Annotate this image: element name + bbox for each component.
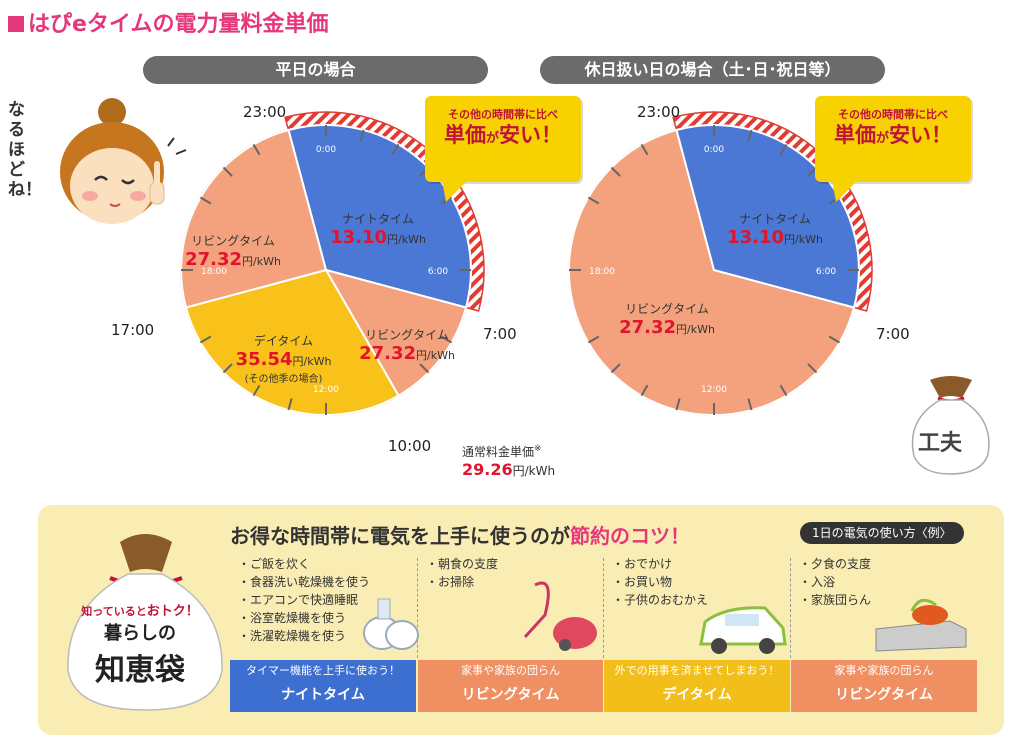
chie-bag-icon (67, 534, 223, 711)
column-divider (603, 558, 604, 658)
weekday-living2-slice (323, 268, 468, 397)
svg-text:18:00: 18:00 (201, 267, 227, 277)
svg-text:12:00: 12:00 (701, 385, 727, 395)
svg-text:6:00: 6:00 (816, 267, 836, 277)
weekday-hour-23: 23:00 (243, 103, 287, 121)
tips-column-night: ・ご飯を炊く ・食器洗い乾燥機を使う ・エアコンで快適睡眠 ・浴室乾燥機を使う … (238, 557, 371, 643)
girl-illustration (60, 98, 187, 224)
holiday-night-label: ナイトタイム 13.10円/kWh (727, 212, 823, 248)
kufuu-bag-icon (911, 376, 990, 475)
band-night: タイマー機能を上手に使おう！ ナイトタイム (230, 660, 416, 712)
tips-headline: お得な時間帯に電気を上手に使うのが節約のコツ！ (230, 524, 690, 548)
dishes-icon (363, 598, 419, 650)
tips-column-day: ・おでかけ ・お買い物 ・子供のおむかえ (612, 557, 709, 607)
svg-text:6:00: 6:00 (428, 267, 448, 277)
holiday-bubble: その他の時間帯に比べ 単価が安い！ (815, 96, 971, 182)
weekday-hour-7: 7:00 (483, 325, 517, 343)
holiday-hour-23: 23:00 (637, 103, 681, 121)
weekday-living2-label: リビングタイム 27.32円/kWh (359, 328, 455, 364)
svg-text:0:00: 0:00 (704, 145, 724, 155)
girl-speech: なるほどね！ (8, 100, 42, 200)
weekday-bubble-tail (442, 180, 468, 202)
band-living-pm: 家事や家族の団らん リビングタイム (791, 660, 977, 712)
page-title: はぴeタイムの電力量料金単価 (8, 6, 328, 38)
holiday-label: 休日扱い日の場合（土･日･祝日等） (540, 56, 885, 84)
weekday-day-slice (184, 268, 400, 416)
holiday-hour-7: 7:00 (876, 325, 910, 343)
weekday-bubble: その他の時間帯に比べ 単価が安い！ (425, 96, 581, 182)
band-living-am: 家事や家族の団らん リビングタイム (418, 660, 603, 712)
holiday-bubble-tail (832, 180, 858, 202)
title-square-icon (8, 16, 24, 32)
normal-rate: 通常料金単価※ 29.26円/kWh (462, 444, 556, 479)
holiday-ticks (569, 125, 859, 415)
weekday-ticks (181, 125, 471, 415)
kufuu-text: 工夫 (918, 431, 963, 456)
weekday-day-label: デイタイム 35.54円/kWh (その他季の場合) (235, 334, 332, 385)
bag-label: 知っているとおトク！ 暮らしの 知恵袋 (81, 604, 199, 688)
holiday-living-label: リビングタイム 27.32円/kWh (619, 302, 715, 338)
svg-text:18:00: 18:00 (589, 267, 615, 277)
column-divider (417, 558, 418, 658)
svg-text:12:00: 12:00 (313, 385, 339, 395)
weekday-living1-label: リビングタイム 27.32円/kWh (185, 234, 281, 270)
svg-text:0:00: 0:00 (316, 145, 336, 155)
weekday-hour-10: 10:00 (388, 437, 432, 455)
band-day: 外での用事を済ませてしまおう！ デイタイム (604, 660, 790, 712)
vacuum-icon (523, 581, 597, 651)
tips-column-living-pm: ・夕食の支度 ・入浴 ・家族団らん (799, 557, 872, 607)
holiday-living-slice (567, 128, 856, 417)
tips-tag: 1日の電気の使い方〈例〉 (800, 522, 964, 544)
weekday-hour-17: 17:00 (111, 321, 155, 339)
stove-icon (875, 598, 967, 652)
weekday-label: 平日の場合 (143, 56, 488, 84)
tips-column-living-am: ・朝食の支度 ・お掃除 (426, 557, 499, 589)
weekday-night-label: ナイトタイム 13.10円/kWh (330, 212, 426, 248)
car-icon (699, 606, 787, 654)
column-divider (790, 558, 791, 658)
